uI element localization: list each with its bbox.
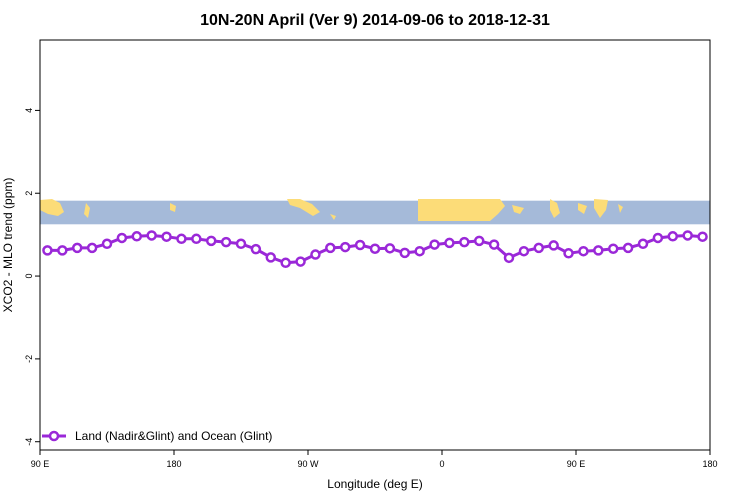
y-tick-label: -2 bbox=[24, 355, 34, 363]
land-mass bbox=[594, 199, 608, 218]
data-point bbox=[682, 230, 693, 241]
land-mass bbox=[287, 199, 320, 216]
x-axis-title: Longitude (deg E) bbox=[327, 477, 422, 491]
world-map-band bbox=[40, 199, 710, 225]
x-tick-label: 180 bbox=[702, 459, 717, 469]
data-point bbox=[637, 238, 649, 250]
y-axis-title: XCO2 - MLO trend (ppm) bbox=[1, 178, 15, 313]
data-point bbox=[71, 242, 83, 254]
x-tick-label: 180 bbox=[166, 459, 181, 469]
data-point bbox=[607, 243, 619, 254]
data-point bbox=[548, 240, 559, 251]
data-point bbox=[652, 232, 664, 244]
y-tick-label: 4 bbox=[24, 108, 34, 113]
data-point bbox=[131, 231, 143, 242]
land-mass bbox=[618, 204, 623, 213]
data-point bbox=[384, 243, 396, 254]
land-mass bbox=[550, 199, 560, 218]
land-mass bbox=[170, 203, 176, 212]
legend-label: Land (Nadir&Glint) and Ocean (Glint) bbox=[75, 429, 272, 443]
data-point bbox=[488, 239, 500, 250]
data-point bbox=[369, 243, 381, 254]
data-point bbox=[518, 245, 530, 257]
data-point bbox=[310, 249, 321, 260]
data-point bbox=[250, 243, 262, 255]
data-point bbox=[697, 231, 708, 242]
data-point bbox=[667, 231, 679, 242]
land-mass bbox=[418, 199, 505, 221]
data-point bbox=[414, 245, 425, 257]
data-point bbox=[533, 242, 545, 254]
data-point bbox=[161, 231, 172, 242]
land-mass bbox=[40, 199, 64, 216]
y-tick-label: -4 bbox=[24, 438, 34, 446]
data-point bbox=[235, 238, 247, 250]
legend: Land (Nadir&Glint) and Ocean (Glint) bbox=[42, 429, 272, 443]
data-point bbox=[354, 239, 366, 251]
data-point bbox=[57, 245, 68, 256]
ocean-band bbox=[40, 200, 710, 225]
x-tick-label: 90 W bbox=[297, 459, 319, 469]
data-point bbox=[191, 233, 202, 245]
data-point bbox=[280, 257, 291, 269]
data-point bbox=[563, 248, 574, 259]
data-point bbox=[473, 235, 485, 247]
plot-frame bbox=[39, 39, 711, 451]
y-tick-label: 2 bbox=[24, 191, 34, 196]
x-tick-label: 0 bbox=[439, 459, 444, 469]
x-tick-label: 90 E bbox=[31, 459, 50, 469]
data-point bbox=[205, 235, 217, 247]
data-point bbox=[295, 256, 306, 267]
data-point bbox=[444, 237, 455, 249]
data-point bbox=[86, 242, 98, 254]
data-point bbox=[42, 245, 53, 256]
data-point bbox=[459, 236, 470, 248]
legend-marker bbox=[48, 430, 60, 442]
land-mass bbox=[578, 203, 587, 214]
data-point bbox=[622, 242, 634, 254]
data-point bbox=[265, 252, 277, 263]
data-point bbox=[220, 236, 232, 248]
data-point bbox=[503, 252, 515, 264]
data-point bbox=[146, 230, 157, 241]
land-mass bbox=[330, 214, 336, 220]
land-mass bbox=[512, 205, 524, 214]
data-point bbox=[399, 247, 411, 259]
data-point bbox=[339, 241, 351, 253]
y-tick-label: 0 bbox=[24, 274, 34, 279]
data-point bbox=[176, 233, 187, 245]
x-tick-label: 90 E bbox=[567, 459, 586, 469]
land-mass bbox=[84, 203, 90, 218]
chart-title: 10N-20N April (Ver 9) 2014-09-06 to 2018… bbox=[200, 12, 550, 29]
data-point bbox=[429, 239, 440, 250]
data-point bbox=[116, 232, 128, 244]
series-layer bbox=[42, 230, 708, 269]
axes: 90 E 180 90 W 0 90 E 180 -4 -2 0 2 4 bbox=[24, 108, 718, 469]
data-point bbox=[593, 245, 604, 256]
data-point bbox=[101, 238, 113, 250]
data-point bbox=[578, 245, 589, 257]
data-point bbox=[325, 242, 336, 254]
